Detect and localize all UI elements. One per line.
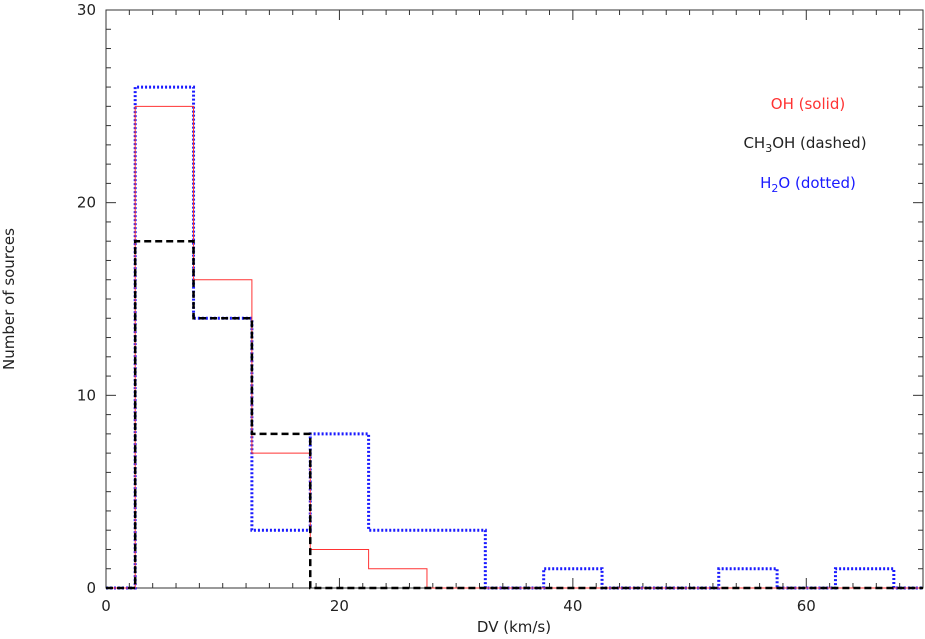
legend-ch3oh-main: CH: [743, 134, 765, 152]
tick-labels: 0 20 40 60 0 10 20 30: [77, 1, 816, 615]
legend-ch3oh-tail: OH (dashed): [772, 134, 866, 152]
legend-h2o-main: H: [760, 174, 771, 192]
x-axis-title: DV (km/s): [477, 618, 551, 636]
legend-oh-main: OH: [771, 95, 794, 113]
legend-h2o-sub: 2: [771, 182, 778, 195]
x-tick-label: 40: [563, 597, 582, 615]
legend: OH (solid) CH3OH (dashed) H2O (dotted): [743, 95, 866, 195]
legend-oh-tail: (solid): [794, 95, 845, 113]
legend-oh: OH (solid): [771, 95, 845, 113]
legend-h2o: H2O (dotted): [760, 174, 856, 195]
y-tick-label: 30: [77, 1, 96, 19]
y-tick-label: 20: [77, 194, 96, 212]
x-tick-label: 60: [797, 597, 816, 615]
series-group: [106, 85, 923, 590]
x-tick-label: 20: [330, 597, 349, 615]
y-tick-label: 10: [77, 386, 96, 404]
series-h2o-step: [106, 85, 923, 590]
y-axis-title: Number of sources: [0, 228, 18, 370]
x-tick-label: 0: [101, 597, 111, 615]
legend-h2o-tail: O (dotted): [778, 174, 856, 192]
series-ch3oh-step: [106, 239, 923, 590]
legend-ch3oh-sub: 3: [765, 142, 772, 155]
legend-ch3oh: CH3OH (dashed): [743, 134, 866, 155]
y-tick-label: 0: [86, 579, 96, 597]
